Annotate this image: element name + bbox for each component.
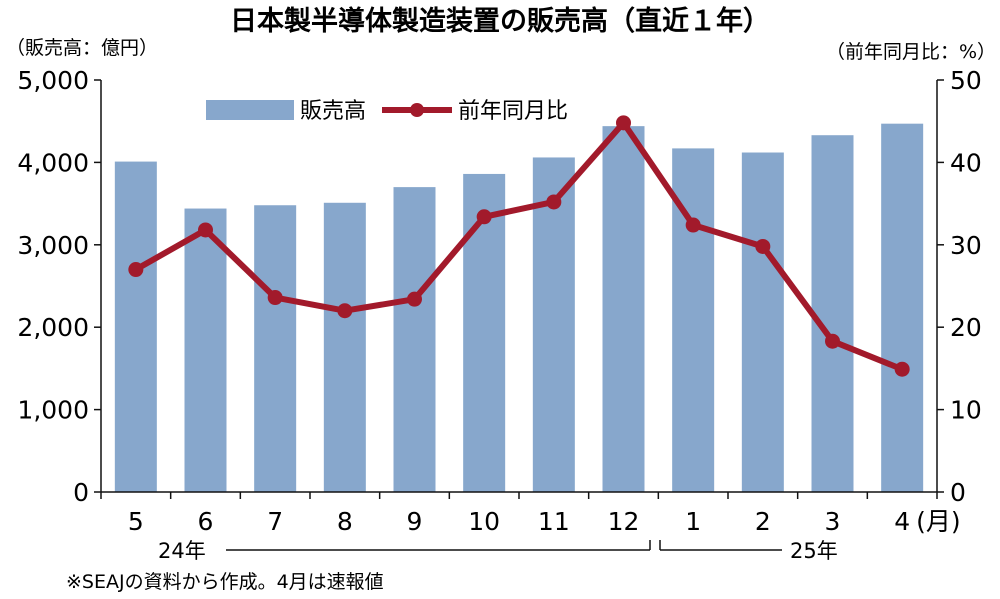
legend-marker-line <box>410 103 424 117</box>
yoy-point-3 <box>825 333 840 349</box>
year-markers: 24年 25年 <box>158 539 838 563</box>
x-tick-label: 9 <box>407 507 423 536</box>
bar-12 <box>602 126 645 493</box>
right-tick-label: 10 <box>950 396 982 425</box>
bar-9 <box>393 187 436 492</box>
bar-4 <box>881 123 924 492</box>
x-axis-unit: (月) <box>916 507 961 536</box>
year-label-24: 24年 <box>158 539 206 563</box>
left-tick-label: 1,000 <box>17 396 89 425</box>
yoy-point-2 <box>755 238 771 254</box>
year-label-25: 25年 <box>790 539 838 563</box>
yoy-point-6 <box>198 222 213 238</box>
source-note: ※SEAJの資料から作成。4月は速報値 <box>66 571 384 593</box>
right-tick-label: 0 <box>950 478 966 507</box>
yoy-point-4 <box>894 361 910 377</box>
chart-title: 日本製半導体製造装置の販売高（直近１年） <box>230 5 770 37</box>
left-tick-label: 3,000 <box>17 231 89 260</box>
right-tick-label: 20 <box>950 313 982 342</box>
x-tick-label: 2 <box>755 507 771 536</box>
yoy-point-9 <box>407 291 422 307</box>
left-tick-label: 5,000 <box>17 66 89 95</box>
legend: 販売高 前年同月比 <box>206 99 568 124</box>
x-tick-label: 12 <box>608 507 640 536</box>
bar-6 <box>184 208 227 492</box>
left-tick-label: 2,000 <box>17 313 89 342</box>
yoy-point-8 <box>337 303 353 319</box>
yoy-point-7 <box>267 290 283 306</box>
left-tick-label: 0 <box>73 478 89 507</box>
x-tick-label: 7 <box>267 507 283 536</box>
bar-5 <box>114 161 157 493</box>
legend-label-bar: 販売高 <box>300 99 366 124</box>
bar-3 <box>811 135 854 492</box>
line-series <box>128 115 910 377</box>
yoy-point-12 <box>616 115 631 131</box>
x-tick-label: 8 <box>337 507 353 536</box>
yoy-point-10 <box>476 209 492 225</box>
x-tick-label: 4 <box>894 507 910 536</box>
bar-10 <box>463 173 506 492</box>
x-tick-label: 1 <box>685 507 701 536</box>
x-tick-label: 5 <box>128 507 144 536</box>
x-tick-label: 6 <box>198 507 214 536</box>
x-tick-label: 10 <box>468 507 500 536</box>
right-tick-label: 30 <box>950 231 982 260</box>
yoy-point-5 <box>128 262 144 278</box>
left-tick-label: 4,000 <box>17 148 89 177</box>
bar-series <box>114 123 924 493</box>
yoy-point-11 <box>546 194 562 210</box>
legend-label-line: 前年同月比 <box>458 99 568 124</box>
bar-7 <box>254 205 297 493</box>
axes: 0 1,000 2,000 3,000 4,000 5,000 0 10 20 30 40 50 5 6 7… <box>17 66 981 536</box>
bar-2 <box>741 152 784 492</box>
bar-8 <box>323 202 366 492</box>
right-tick-label: 40 <box>950 148 982 177</box>
yoy-line <box>134 119 904 373</box>
legend-swatch-bar <box>206 100 294 120</box>
yoy-point-1 <box>685 217 701 233</box>
right-tick-label: 50 <box>950 66 982 95</box>
x-tick-label: 11 <box>538 507 570 536</box>
x-tick-label: 3 <box>825 507 841 536</box>
right-axis-unit: （前年同月比：%） <box>826 41 996 63</box>
left-axis-unit: （販売高：億円） <box>6 37 158 59</box>
bar-11 <box>532 157 575 492</box>
